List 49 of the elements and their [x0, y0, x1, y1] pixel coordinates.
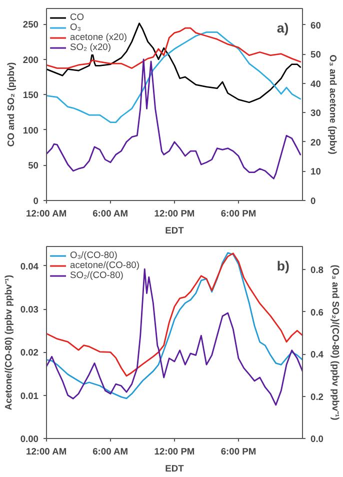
x-tick-label: 12:00 AM: [26, 208, 67, 218]
y2-axis-title: (O₃ and SO₂)/(CO-80) (ppbv ppbv⁻¹): [330, 264, 340, 420]
annotation: a): [276, 20, 289, 36]
y-tick-label: 150: [22, 90, 39, 100]
y-tick-label: 0.02: [20, 348, 38, 358]
y-tick-label: 0.03: [20, 304, 38, 315]
x-axis-title: EDT: [165, 226, 184, 236]
y-axis-title: CO and SO₂ (ppbv): [6, 62, 16, 147]
y2-tick-label: 0: [310, 196, 316, 206]
line-series: [46, 58, 302, 180]
y-tick-label: 200: [22, 54, 39, 65]
x-tick-label: 12:00 PM: [154, 446, 195, 456]
y2-tick-label: 40: [310, 78, 321, 89]
x-tick-label: 6:00 PM: [220, 446, 256, 456]
y2-tick-label: 0.4: [310, 350, 324, 360]
y-tick-label: 0: [33, 196, 39, 206]
line-series: [46, 252, 302, 377]
legend-label: SO₂ (x20): [70, 42, 111, 52]
y2-tick-label: 20: [310, 137, 321, 148]
y2-tick-label: 0.8: [310, 265, 324, 276]
x-tick-label: 12:00 PM: [154, 208, 195, 218]
x-tick-label: 6:00 AM: [92, 446, 128, 456]
y-tick-label: 250: [22, 20, 39, 30]
legend-label: acetone/(CO-80): [70, 260, 140, 270]
x-axis-title: EDT: [165, 464, 184, 474]
y-tick-label: 0.01: [20, 390, 38, 401]
x-tick-label: 12:00 AM: [26, 446, 67, 456]
y-tick-label: 0.00: [20, 434, 38, 444]
y2-tick-label: 30: [310, 108, 321, 118]
annotation: b): [276, 258, 290, 274]
y2-tick-label: 60: [310, 20, 321, 30]
y-tick-label: 50: [28, 160, 39, 171]
y-axis-title: Acetone/(CO-80) (ppbv ppbv⁻¹): [3, 274, 14, 410]
x-tick-label: 6:00 AM: [92, 208, 128, 218]
line-series: [46, 22, 302, 104]
y-tick-label: 100: [22, 125, 39, 136]
legend-label: acetone (x20): [70, 32, 128, 42]
legend-label: CO: [70, 12, 85, 22]
y2-tick-label: 50: [310, 50, 321, 60]
legend-label: O₃: [70, 22, 82, 32]
y2-tick-label: 0.0: [310, 434, 324, 444]
y2-axis-title: O₃ and acetone (ppbv): [328, 54, 338, 154]
legend-label: SO₂/(CO-80): [70, 270, 124, 280]
x-tick-label: 6:00 PM: [220, 208, 256, 218]
y-tick-label: 0.04: [20, 261, 40, 272]
y2-tick-label: 0.2: [310, 392, 324, 402]
legend-label: O₃/(CO-80): [70, 250, 118, 260]
y2-tick-label: 10: [310, 166, 321, 177]
y2-tick-label: 0.6: [310, 307, 324, 318]
